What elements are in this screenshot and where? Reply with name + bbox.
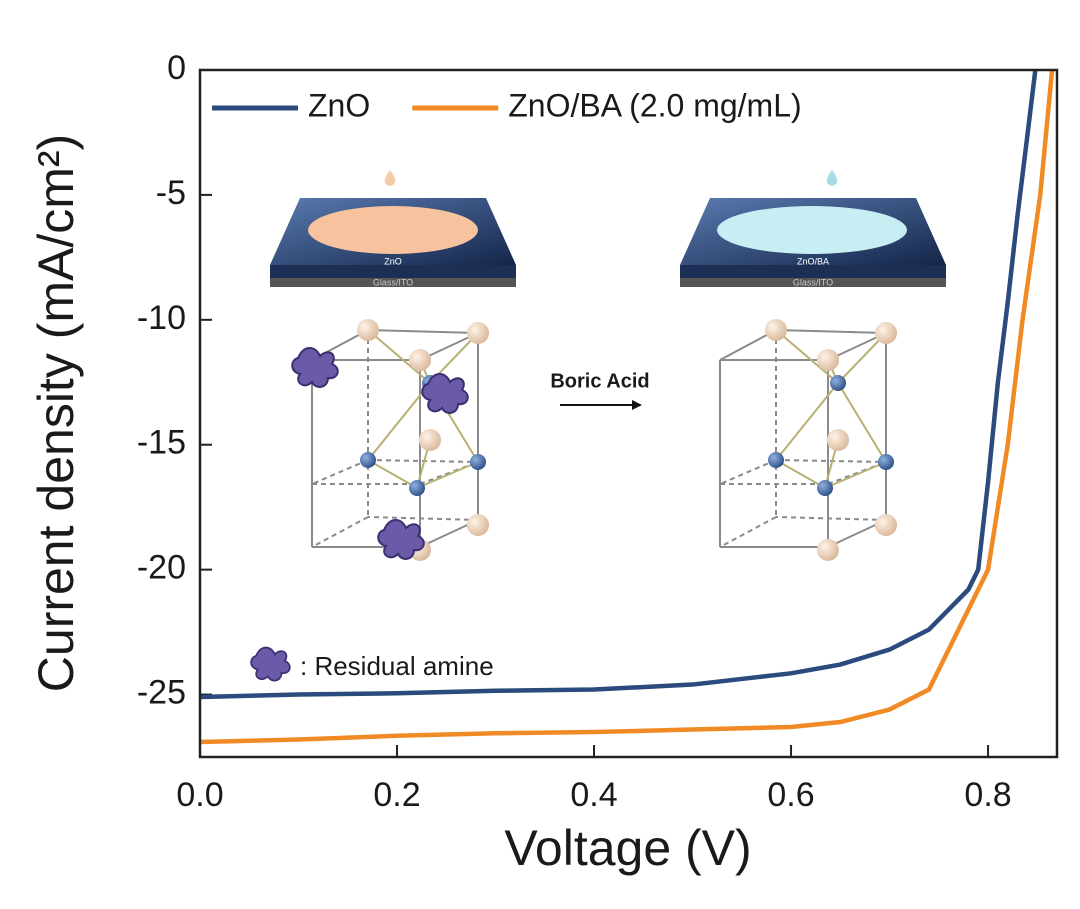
- lattice: [719, 318, 898, 562]
- y-tick-label: -15: [137, 424, 186, 462]
- y-tick-label: -20: [137, 549, 186, 587]
- legend-label: ZnO: [308, 87, 370, 123]
- x-tick-label: 0.4: [570, 776, 617, 814]
- slab: [270, 278, 516, 287]
- film: [308, 206, 478, 254]
- legend-label: ZnO/BA (2.0 mg/mL): [508, 87, 801, 123]
- x-tick-label: 0.6: [767, 776, 814, 814]
- x-tick-label: 0.0: [176, 776, 223, 814]
- x-axis-title: Voltage (V): [504, 820, 751, 876]
- annotation: Boric Acid: [550, 370, 649, 392]
- amine-icon: [421, 373, 469, 414]
- annotation: : Residual amine: [300, 651, 494, 681]
- slab: [680, 265, 946, 278]
- annotation: ZnO: [384, 256, 402, 266]
- annotation: ZnO/BA: [797, 256, 829, 266]
- droplet: [826, 170, 838, 186]
- annotation: Glass/ITO: [793, 277, 833, 287]
- y-tick-label: 0: [167, 49, 186, 87]
- plot-frame: [198, 68, 1059, 759]
- series-line: [199, 69, 1055, 745]
- arrow-head: [632, 400, 642, 410]
- film: [717, 206, 907, 254]
- amine-icon: [250, 646, 291, 682]
- slab: [680, 278, 946, 287]
- x-tick-label: 0.8: [964, 776, 1011, 814]
- annotation: Glass/ITO: [373, 277, 413, 287]
- y-tick-label: -25: [137, 674, 186, 712]
- x-tick-label: 0.2: [373, 776, 420, 814]
- slab: [270, 265, 516, 278]
- y-tick-label: -5: [156, 174, 186, 212]
- series-line: [199, 69, 1038, 700]
- y-tick-label: -10: [137, 299, 186, 337]
- droplet: [384, 170, 396, 186]
- amine-icon: [291, 347, 339, 388]
- y-axis-title: Current density (mA/cm²): [28, 134, 84, 692]
- inset: ZnO Glass/ITO ZnO/BA Glass/ITO Boric Aci…: [250, 170, 946, 682]
